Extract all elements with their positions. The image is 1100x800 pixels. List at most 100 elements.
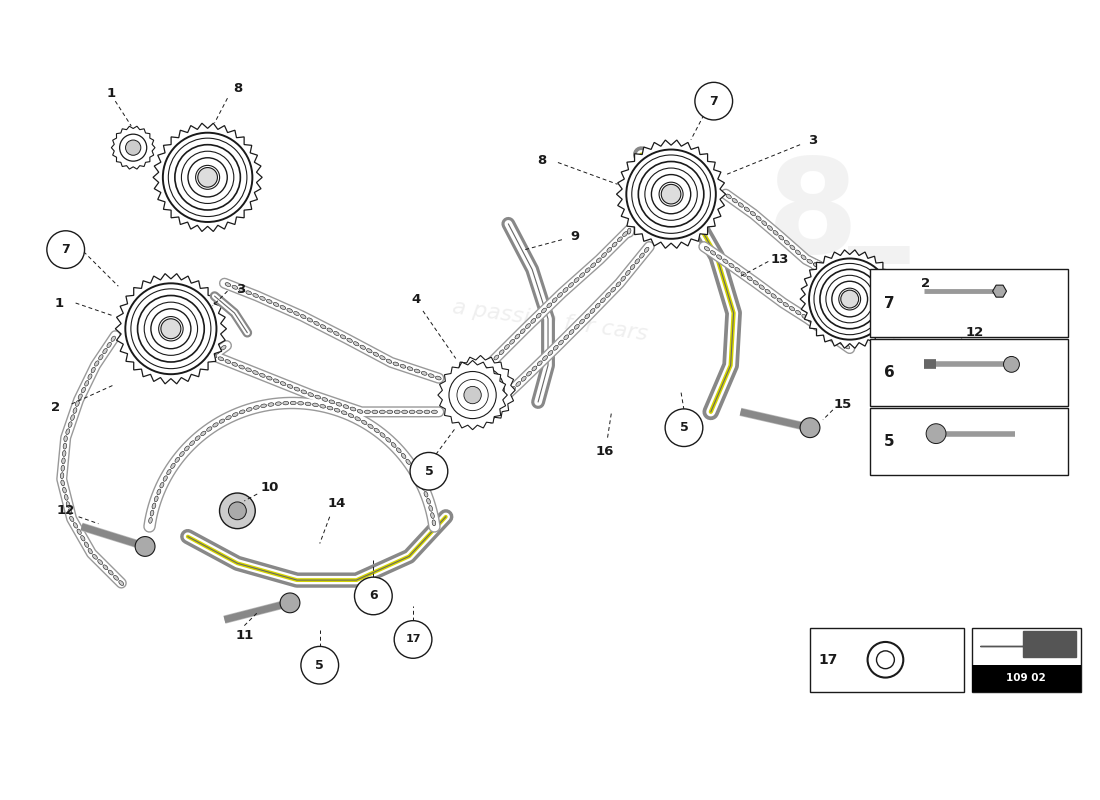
Ellipse shape	[298, 402, 304, 405]
Ellipse shape	[305, 402, 311, 406]
Text: a passion for cars: a passion for cars	[451, 298, 649, 345]
Ellipse shape	[364, 410, 371, 414]
Ellipse shape	[232, 362, 238, 366]
Ellipse shape	[349, 414, 354, 418]
Text: 12: 12	[966, 326, 983, 339]
Ellipse shape	[771, 294, 777, 298]
Ellipse shape	[73, 408, 77, 414]
Ellipse shape	[85, 381, 89, 386]
Ellipse shape	[612, 242, 617, 247]
Ellipse shape	[431, 513, 434, 518]
Ellipse shape	[273, 302, 279, 306]
Ellipse shape	[795, 250, 801, 254]
Text: 10: 10	[261, 481, 279, 494]
Ellipse shape	[358, 410, 363, 414]
Ellipse shape	[499, 397, 505, 402]
Text: 13: 13	[771, 253, 790, 266]
Ellipse shape	[505, 392, 510, 397]
Polygon shape	[116, 274, 227, 384]
Ellipse shape	[312, 403, 318, 406]
Ellipse shape	[548, 350, 553, 355]
Ellipse shape	[346, 338, 352, 342]
Text: 5: 5	[834, 242, 925, 370]
Ellipse shape	[88, 549, 92, 554]
Ellipse shape	[64, 436, 67, 442]
Text: 5: 5	[680, 422, 689, 434]
Circle shape	[125, 140, 141, 155]
Ellipse shape	[239, 288, 244, 292]
Ellipse shape	[74, 522, 78, 528]
Ellipse shape	[261, 404, 266, 407]
Ellipse shape	[402, 410, 408, 414]
Ellipse shape	[716, 255, 722, 259]
Ellipse shape	[300, 314, 306, 318]
Ellipse shape	[62, 458, 65, 464]
Ellipse shape	[607, 247, 612, 252]
Ellipse shape	[424, 410, 430, 414]
Text: 17: 17	[405, 634, 421, 645]
Text: 4: 4	[411, 293, 420, 306]
Circle shape	[280, 593, 300, 613]
Ellipse shape	[596, 258, 602, 262]
Ellipse shape	[488, 360, 494, 365]
Polygon shape	[616, 140, 726, 248]
Ellipse shape	[585, 314, 590, 318]
FancyBboxPatch shape	[971, 628, 1081, 692]
Text: 2: 2	[52, 402, 60, 414]
Ellipse shape	[207, 427, 212, 431]
Ellipse shape	[70, 414, 75, 421]
Ellipse shape	[343, 405, 349, 409]
Ellipse shape	[68, 509, 72, 514]
Ellipse shape	[833, 336, 837, 340]
Ellipse shape	[542, 356, 548, 361]
Ellipse shape	[784, 240, 790, 245]
Ellipse shape	[315, 395, 321, 399]
Ellipse shape	[185, 446, 189, 451]
Text: 15: 15	[834, 398, 851, 411]
Ellipse shape	[407, 366, 412, 370]
Circle shape	[135, 537, 155, 556]
Ellipse shape	[65, 494, 68, 500]
Ellipse shape	[379, 433, 385, 438]
Ellipse shape	[602, 253, 606, 258]
Ellipse shape	[521, 377, 526, 382]
Ellipse shape	[526, 324, 530, 329]
Ellipse shape	[505, 345, 509, 350]
Ellipse shape	[741, 272, 746, 276]
Ellipse shape	[260, 297, 265, 301]
Ellipse shape	[320, 325, 326, 329]
Ellipse shape	[157, 489, 161, 494]
Ellipse shape	[821, 266, 826, 270]
Ellipse shape	[367, 424, 373, 429]
Ellipse shape	[580, 273, 584, 278]
Ellipse shape	[379, 356, 385, 360]
Circle shape	[661, 184, 681, 204]
Text: 12: 12	[56, 504, 75, 518]
Ellipse shape	[85, 542, 89, 547]
Ellipse shape	[268, 402, 274, 406]
Ellipse shape	[294, 311, 299, 315]
Ellipse shape	[175, 458, 179, 462]
Circle shape	[464, 386, 482, 404]
Ellipse shape	[246, 291, 252, 294]
Circle shape	[472, 382, 490, 398]
Ellipse shape	[266, 376, 272, 380]
Ellipse shape	[723, 259, 728, 263]
Ellipse shape	[821, 327, 825, 332]
Ellipse shape	[63, 443, 67, 449]
Ellipse shape	[340, 334, 345, 339]
Ellipse shape	[510, 386, 516, 391]
Ellipse shape	[801, 255, 806, 260]
Ellipse shape	[219, 419, 224, 423]
Ellipse shape	[569, 282, 573, 287]
Ellipse shape	[620, 276, 626, 282]
Ellipse shape	[392, 442, 396, 447]
Ellipse shape	[232, 413, 238, 417]
FancyBboxPatch shape	[870, 338, 1068, 406]
Ellipse shape	[509, 339, 515, 344]
Ellipse shape	[726, 194, 732, 198]
Ellipse shape	[585, 268, 591, 273]
Ellipse shape	[626, 270, 630, 275]
Ellipse shape	[280, 382, 286, 386]
Ellipse shape	[148, 518, 152, 523]
